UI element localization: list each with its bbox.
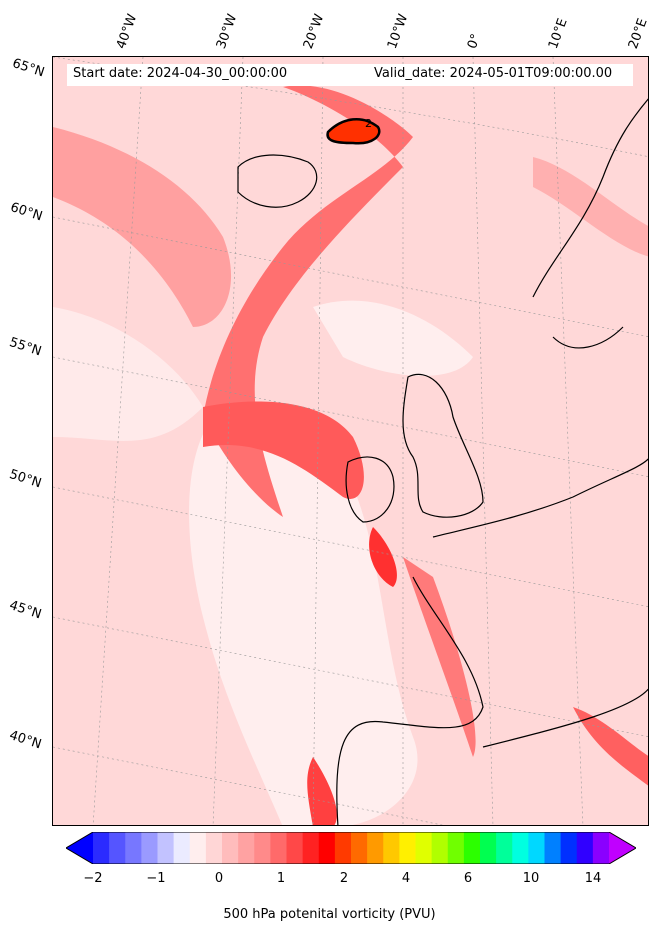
pv-streamer	[307, 757, 337, 825]
lon-label: 20°E	[625, 16, 651, 51]
colorbar-bin	[512, 832, 529, 864]
colorbar-bin	[318, 832, 336, 864]
colorbar-bin	[157, 832, 175, 864]
map-panel: 2	[52, 56, 649, 826]
lon-label: 30°W	[213, 12, 241, 51]
coast-europe	[336, 458, 648, 825]
lon-label: 10°E	[545, 16, 571, 51]
lon-label: 10°W	[384, 12, 412, 51]
valid-date-label: Valid_date: 2024-05-01T09:00:00.00	[374, 66, 613, 81]
start-date-label: Start date: 2024-04-30_00:00:00	[73, 66, 288, 81]
lat-label: 55°N	[7, 335, 44, 360]
colorbar-bin	[592, 832, 610, 864]
colorbar-bin	[141, 832, 158, 864]
colorbar-bin	[270, 832, 287, 864]
coast-iceland	[237, 154, 318, 208]
lon-label: 20°W	[300, 12, 328, 51]
coast-med	[482, 688, 648, 748]
pv-contour-2	[326, 118, 381, 145]
colorbar-bin	[222, 832, 239, 864]
colorbar-bin	[189, 832, 207, 864]
colorbar-bin	[334, 832, 352, 864]
colorbar-tick: 2	[339, 871, 349, 886]
pv-field-map: 2	[53, 57, 648, 825]
colorbar-bin	[415, 832, 433, 864]
colorbar-bin	[254, 832, 271, 864]
colorbar-bin	[431, 832, 449, 864]
lon-label: 40°W	[113, 12, 141, 51]
pv-streamer	[533, 157, 648, 257]
colorbar-bin	[447, 832, 465, 864]
coast-ireland	[345, 456, 395, 523]
colorbar-bin	[496, 832, 513, 864]
colorbar-bin	[238, 832, 255, 864]
colorbar-tick: 1	[276, 871, 286, 886]
lat-label: 60°N	[8, 200, 45, 225]
colorbar-bin	[286, 832, 304, 864]
colorbar-bin	[576, 832, 594, 864]
lat-label: 45°N	[7, 598, 44, 623]
colorbar-bin	[173, 832, 191, 864]
pv-streamer	[573, 707, 648, 786]
colorbar-bin	[302, 832, 320, 864]
colorbar-tick: −1	[146, 871, 166, 886]
colorbar-tick: 0	[214, 871, 224, 886]
colorbar-bin	[205, 832, 223, 864]
colorbar-bin	[560, 832, 578, 864]
lat-label: 50°N	[7, 467, 44, 492]
colorbar-extend-high	[609, 832, 636, 864]
colorbar-bin	[399, 832, 416, 864]
colorbar-tick: −2	[83, 871, 103, 886]
colorbar-bin	[383, 832, 400, 864]
colorbar-bin	[544, 832, 562, 864]
graticule	[53, 57, 648, 825]
colorbar-bin	[463, 832, 481, 864]
colorbar-bin	[109, 832, 126, 864]
pv-streamer	[53, 127, 232, 327]
header-box	[67, 64, 633, 86]
colorbar-tick: 10	[522, 871, 540, 886]
colorbar-bin	[93, 832, 110, 864]
colorbar-bin	[528, 832, 545, 864]
colorbar-tick: 14	[584, 871, 602, 886]
coast-britain	[402, 373, 484, 518]
contour-label: 2	[365, 117, 372, 130]
pv-streamer	[369, 527, 397, 587]
colorbar-label: 500 hPa potenital vorticity (PVU)	[223, 907, 436, 922]
colorbar	[66, 832, 636, 864]
pv-low-region	[313, 300, 473, 376]
colorbar-bin	[480, 832, 497, 864]
colorbar-extend-low	[66, 832, 93, 864]
colorbar-bin	[125, 832, 142, 864]
lat-label: 40°N	[7, 728, 44, 753]
pv-streamer	[203, 401, 364, 499]
coastline	[237, 98, 648, 825]
lon-label: 0°	[464, 31, 485, 51]
coast-scandinavia	[532, 98, 648, 349]
colorbar-tick: 4	[401, 871, 411, 886]
colorbar-bin	[367, 832, 384, 864]
pv-low-region	[189, 411, 418, 825]
pv-low-region	[53, 307, 203, 441]
colorbar-tick: 6	[463, 871, 473, 886]
lat-label: 65°N	[10, 56, 47, 81]
pv-streamer	[403, 557, 476, 757]
colorbar-bin	[351, 832, 368, 864]
